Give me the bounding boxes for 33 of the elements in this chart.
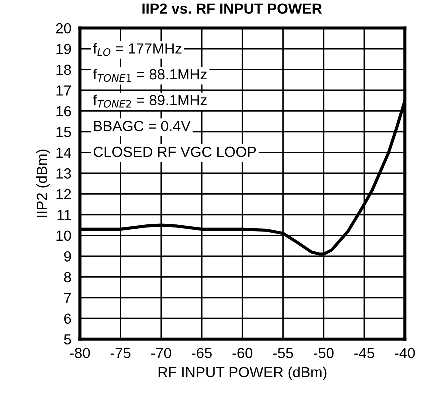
x-tick-label: -40 [395,348,416,358]
y-tick-label: 18 [56,64,72,76]
x-tick-label: -45 [354,348,374,358]
x-tick-label: -70 [152,348,172,358]
x-tick-label: -75 [110,348,131,358]
y-tick-label: 5 [64,334,72,345]
annotation: CLOSED RF VGC LOOP [94,146,256,158]
annotation: f$_{TONE2}$ = 89.1MHz [93,94,207,108]
y-tick-label: 15 [56,127,72,138]
x-tick-label: -50 [314,348,334,358]
y-tick-label: 14 [56,148,72,158]
y-tick-label: 19 [56,44,72,54]
x-tick-label: -60 [232,348,253,358]
x-tick-label: -65 [192,348,212,358]
annotation: f$_{TONE1}$ = 88.1MHz [93,69,207,82]
x-tick-label: -80 [70,348,90,358]
y-axis-title: IIP2 (dBm) [36,150,50,218]
y-tick-label: 8 [64,272,72,283]
x-tick-label: -55 [273,348,294,358]
y-tick-label: 12 [56,189,72,200]
x-axis-title: RF INPUT POWER (dBm) [158,366,327,380]
y-tick-label: 9 [64,252,72,262]
y-tick-label: 16 [56,106,72,117]
y-tick-label: 6 [64,314,72,324]
y-tick-label: 13 [56,168,72,179]
y-tick-label: 10 [56,230,72,242]
annotation: f$_{LO}$ = 177MHz [93,43,182,56]
y-tick-label: 11 [58,210,72,220]
y-tick-label: 17 [56,86,72,96]
y-tick-label: 7 [64,293,72,304]
annotation: BBAGC = 0.4V [94,121,191,132]
y-tick-label: 20 [56,23,72,34]
chart-title: IIP2 vs. RF INPUT POWER [142,4,322,14]
